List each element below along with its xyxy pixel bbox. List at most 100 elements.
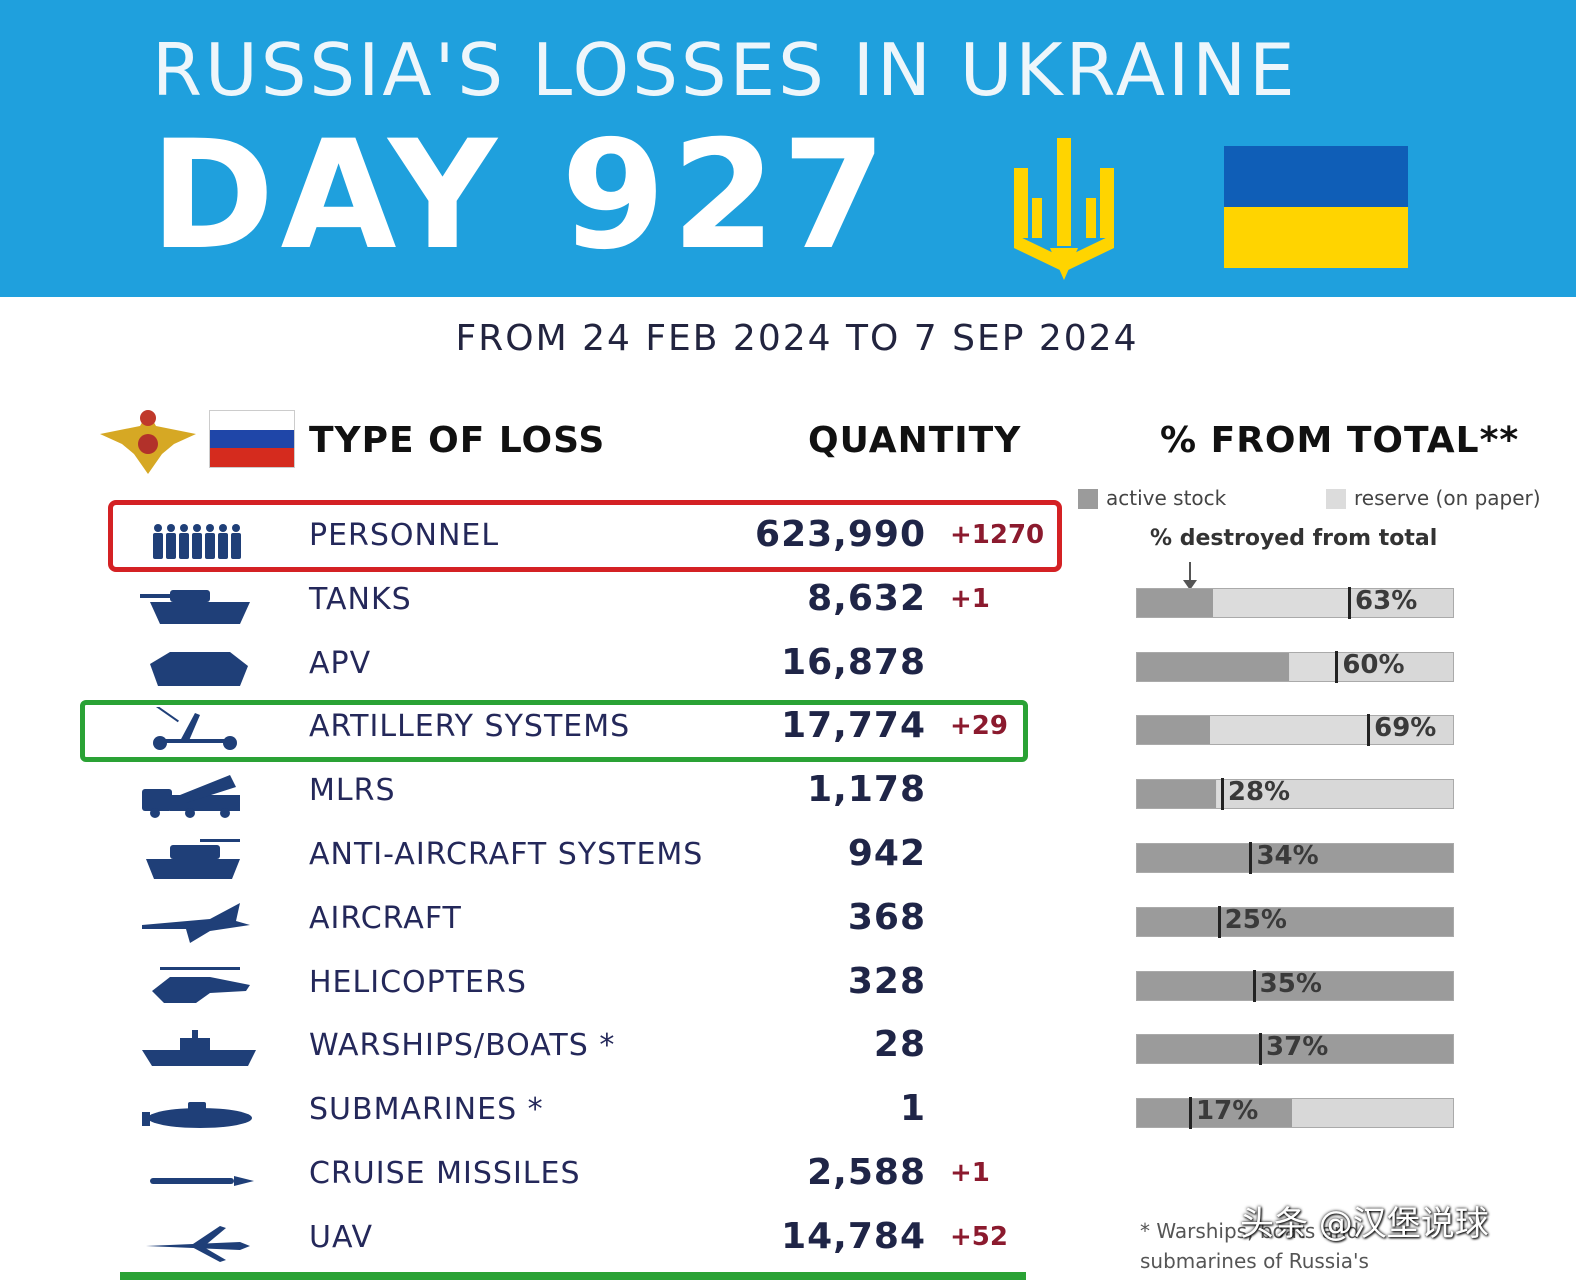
- loss-type-label: APV: [309, 645, 372, 681]
- loss-type-label: MLRS: [309, 773, 396, 809]
- legend-active: active stock: [1078, 486, 1226, 510]
- active-stock-fill: [1137, 716, 1210, 745]
- anti-aircraft-icon: [146, 839, 240, 879]
- cruise-missile-icon: [150, 1176, 254, 1186]
- loss-quantity: 28: [873, 1024, 926, 1066]
- loss-quantity: 1: [899, 1088, 926, 1130]
- active-stock-fill: [1137, 780, 1216, 809]
- stock-bar: [1136, 969, 1454, 1002]
- trident-icon: [1014, 138, 1114, 280]
- loss-type-label: AIRCRAFT: [309, 900, 462, 936]
- loss-type-label: UAV: [309, 1219, 374, 1255]
- destroyed-fill: [1210, 716, 1370, 745]
- warship-icon: [142, 1030, 256, 1067]
- loss-type-label: TANKS: [309, 581, 412, 617]
- loss-quantity: 942: [847, 833, 926, 874]
- day-counter: DAY 927: [150, 109, 893, 283]
- destroyed-marker: [1252, 969, 1256, 1002]
- loss-type-label: PERSONNEL: [309, 518, 500, 553]
- loss-quantity: 16,878: [781, 641, 926, 683]
- destroyed-marker: [1189, 1097, 1193, 1130]
- header-banner: RUSSIA'S LOSSES IN UKRAINE DAY 927: [0, 0, 1576, 297]
- destroyed-fill: [1216, 780, 1223, 809]
- legend-reserve-swatch: [1326, 489, 1346, 509]
- highlight-box-personnel: [108, 500, 1062, 572]
- daily-increase: +1: [950, 1158, 990, 1188]
- legend-reserve: reserve (on paper): [1326, 486, 1541, 510]
- table-row: AIRCRAFT 368 25%: [0, 891, 1576, 955]
- stock-bar: [1136, 714, 1454, 747]
- active-stock-fill: [1137, 1099, 1292, 1128]
- loss-quantity: 623,990: [755, 514, 926, 555]
- loss-quantity: 2,588: [807, 1152, 926, 1193]
- ukraine-flag-icon: [1224, 146, 1408, 268]
- loss-quantity: 1,178: [807, 769, 926, 811]
- active-stock-fill: [1137, 1035, 1453, 1064]
- table-row: ARTILLERY SYSTEMS 17,774 +29 69%: [0, 699, 1576, 763]
- highlight-box-uav-edge: [120, 1272, 1026, 1280]
- active-stock-fill: [1137, 588, 1213, 617]
- active-stock-fill: [1137, 652, 1289, 681]
- table-row: CRUISE MISSILES 2,588 +1: [0, 1146, 1576, 1210]
- loss-quantity: 328: [847, 960, 926, 1002]
- table-row: PERSONNEL 623,990 +1270: [0, 508, 1576, 572]
- legend-active-swatch: [1078, 489, 1098, 509]
- loss-type-label: WARSHIPS/BOATS *: [309, 1028, 616, 1064]
- stock-bar: [1136, 1097, 1454, 1130]
- percent-label: 37%: [1266, 1032, 1329, 1063]
- table-row: WARSHIPS/BOATS * 28 37%: [0, 1018, 1576, 1082]
- stock-bar: [1136, 650, 1454, 683]
- column-header-quantity: QUANTITY: [808, 420, 1022, 461]
- loss-quantity: 14,784: [781, 1215, 926, 1257]
- destroyed-marker: [1367, 714, 1371, 747]
- destroyed-fill: [1289, 652, 1338, 681]
- loss-type-label: SUBMARINES *: [309, 1092, 544, 1128]
- table-row: ANTI-AIRCRAFT SYSTEMS 942 34%: [0, 827, 1576, 891]
- stock-bar: [1136, 586, 1454, 619]
- table-row: UAV 14,784 +52: [0, 1210, 1576, 1274]
- soldiers-icon: [153, 524, 241, 559]
- table-row: MLRS 1,178 28%: [0, 763, 1576, 827]
- arrow-line: [1189, 562, 1191, 584]
- daily-increase: +52: [950, 1221, 1008, 1252]
- daily-increase: +1270: [950, 520, 1045, 550]
- percent-label: 34%: [1256, 841, 1319, 871]
- active-stock-fill: [1137, 907, 1453, 936]
- date-range: FROM 24 FEB 2024 TO 7 SEP 2024: [455, 318, 1139, 359]
- loss-type-label: CRUISE MISSILES: [309, 1156, 581, 1191]
- tank-icon: [140, 589, 250, 624]
- percent-label: 63%: [1355, 585, 1418, 616]
- destroyed-marker: [1335, 650, 1339, 683]
- active-stock-fill: [1137, 971, 1453, 1000]
- apv-icon: [150, 651, 248, 686]
- active-stock-fill: [1137, 844, 1453, 872]
- page-title: RUSSIA'S LOSSES IN UKRAINE: [152, 28, 1298, 112]
- destroyed-marker: [1348, 586, 1352, 619]
- loss-quantity: 368: [847, 896, 926, 938]
- stock-bar: [1136, 1033, 1454, 1066]
- destroyed-note: % destroyed from total: [1150, 526, 1438, 551]
- arrow-down-icon: [1183, 580, 1197, 590]
- percent-label: 28%: [1227, 777, 1291, 808]
- stock-bar: [1136, 778, 1454, 811]
- helicopter-icon: [152, 966, 250, 1003]
- loss-quantity: 8,632: [807, 577, 926, 619]
- daily-increase: +1: [950, 583, 990, 614]
- watermark: 头条 @汉堡说球: [1240, 1204, 1489, 1244]
- russian-eagle-icon: [100, 410, 196, 474]
- percent-label: 25%: [1224, 904, 1287, 935]
- destroyed-marker: [1220, 778, 1224, 811]
- table-row: SUBMARINES * 1 17%: [0, 1082, 1576, 1146]
- table-row: TANKS 8,632 +1 63%: [0, 572, 1576, 636]
- daily-increase: +29: [950, 711, 1008, 742]
- uav-icon: [146, 1225, 250, 1262]
- percent-label: 17%: [1196, 1096, 1259, 1127]
- destroyed-marker: [1259, 1033, 1263, 1066]
- loss-type-label: ARTILLERY SYSTEMS: [309, 709, 631, 745]
- submarine-icon: [142, 1102, 252, 1129]
- destroyed-marker: [1217, 905, 1221, 938]
- mlrs-icon: [142, 775, 240, 819]
- highlight-box-artillery: [80, 700, 1028, 762]
- percent-label: 35%: [1259, 968, 1322, 999]
- footnote: * Warships, boats and submarines of Russ…: [1140, 1219, 1369, 1273]
